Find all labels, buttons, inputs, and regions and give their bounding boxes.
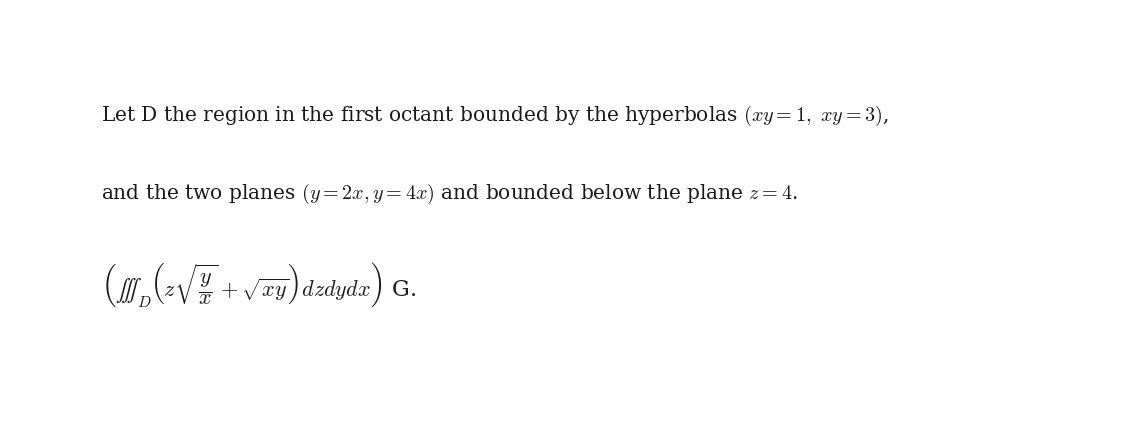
Text: $\left(\iiint_D\left(z\sqrt{\dfrac{y}{x}}+\sqrt{xy}\right)dzdydx\right)$ G.: $\left(\iiint_D\left(z\sqrt{\dfrac{y}{x}…: [101, 260, 416, 309]
Text: and the two planes $(y = 2x, y = 4x)$ and bounded below the plane $z = 4$.: and the two planes $(y = 2x, y = 4x)$ an…: [101, 182, 798, 207]
Text: Let D the region in the first octant bounded by the hyperbolas $(xy = 1,\ xy = 3: Let D the region in the first octant bou…: [101, 104, 889, 128]
